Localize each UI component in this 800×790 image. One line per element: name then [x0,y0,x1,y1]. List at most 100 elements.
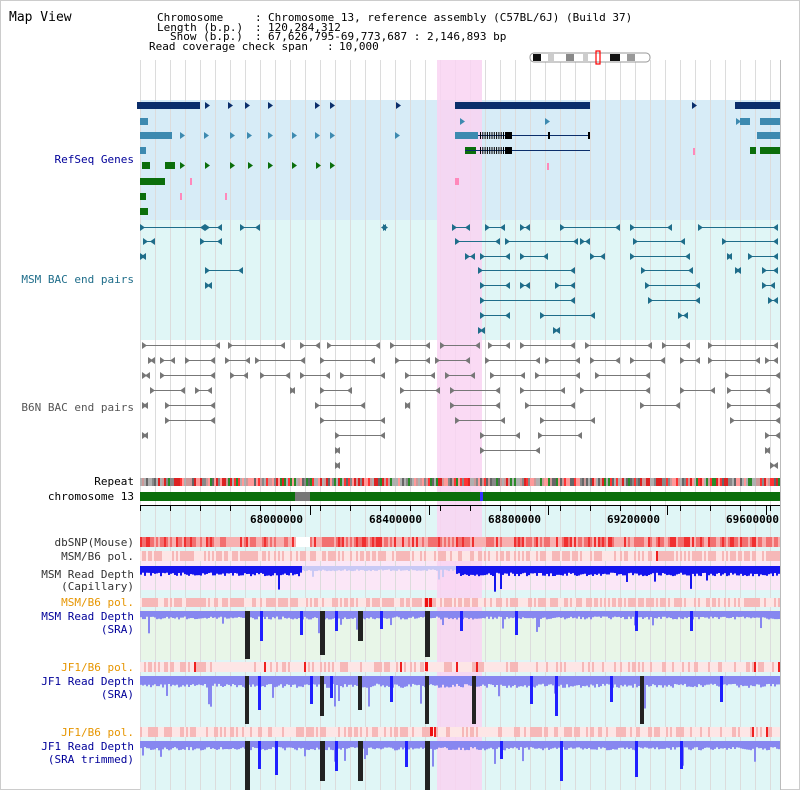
depth-bin [292,676,294,685]
polymorphism-bin [392,727,394,737]
repeat-segment [462,478,464,486]
depth-bin [300,676,302,687]
dbsnp-bin [710,537,712,547]
track-label-jf1-b6-pol-1[interactable]: JF1/B6 pol. [61,661,134,674]
polymorphism-bin [590,662,592,672]
polymorphism-bin [198,727,200,737]
polymorphism-bin [616,662,618,672]
track-label-msm-depth-sra[interactable]: MSM Read Depth [41,610,134,623]
polymorphism-bin [326,727,328,737]
track-label-repeat[interactable]: Repeat [94,475,134,488]
depth-bin [734,611,736,620]
polymorphism-bin [714,598,716,607]
repeat-segment [496,478,498,486]
depth-bin [752,566,754,577]
repeat-segment [584,478,586,486]
depth-bin [494,676,496,688]
polymorphism-bin [498,727,500,737]
depth-bin [478,676,480,687]
polymorphism-bin [554,551,556,561]
track-label-jf1-depth-trim[interactable]: JF1 Read Depth [41,740,134,753]
dbsnp-bin [404,537,406,547]
depth-bin [170,566,172,574]
polymorphism-bin [442,662,444,672]
dbsnp-bin [152,537,154,547]
ruler-tick-label: 68800000 [488,513,541,526]
polymorphism-bin [630,662,632,672]
track-label-chromosome[interactable]: chromosome 13 [47,490,134,503]
polymorphism-bin [602,598,604,607]
bac-end-marker [395,357,400,364]
repeat-segment [670,478,672,486]
track-label-msm-b6-pol-1[interactable]: MSM/B6 pol. [61,550,134,563]
polymorphism-bin [180,551,182,561]
polymorphism-bin [458,551,460,561]
repeat-segment [638,478,640,486]
polymorphism-bin [214,551,216,561]
depth-bin [172,741,174,749]
depth-bin [510,741,512,748]
bac-end-marker [525,402,530,409]
polymorphism-bin [208,551,210,561]
polymorphism-bin [624,662,626,672]
bac-end-marker [775,417,780,424]
depth-bin [212,676,214,686]
depth-bin [308,566,310,571]
repeat-segment [568,478,570,486]
track-label-dbsnp[interactable]: dbSNP(Mouse) [54,536,134,549]
depth-bin [400,676,402,688]
polymorphism-bin [218,598,220,607]
polymorphism-bin [332,551,334,561]
repeat-segment [452,478,454,486]
polymorphism-bin [224,598,226,607]
polymorphism-bin [302,727,304,737]
polymorphism-bin [166,727,168,737]
polymorphism-bin [190,727,192,737]
polymorphism-bin [224,727,226,737]
depth-bin [284,676,286,687]
repeat-segment [434,478,436,486]
repeat-segment [634,478,636,486]
repeat-segment [592,478,594,486]
polymorphism-bin [414,727,416,737]
polymorphism-bin [724,598,726,607]
depth-bin [272,741,274,748]
depth-bin [724,611,726,617]
depth-bin [436,611,438,617]
bac-end-marker [570,267,575,274]
polymorphism-bin [566,598,568,607]
repeat-segment [172,478,174,486]
polymorphism-bin [708,727,710,737]
gene-arrow [248,162,253,169]
polymorphism-bin [262,727,264,737]
gene-arrow [268,132,273,139]
track-label-jf1-b6-pol-2[interactable]: JF1/B6 pol. [61,726,134,739]
polymorphism-bin [450,727,452,737]
track-label-msm-depth-cap[interactable]: MSM Read Depth [41,568,134,581]
track-label-msm-b6-pol-2[interactable]: MSM/B6 pol. [61,596,134,609]
polymorphism-bin [720,727,722,737]
chromosome-value: Chromosome 13, reference assembly (C57BL… [268,11,633,24]
dbsnp-bin [424,537,426,547]
polymorphism-bin [346,598,348,607]
polymorphism-bin [274,727,276,737]
polymorphism-bin [452,598,454,607]
depth-bin [680,676,682,685]
depth-bin [478,611,480,619]
depth-bin [510,566,512,573]
depth-bin [706,566,708,581]
track-label-jf1-depth-sra[interactable]: JF1 Read Depth [41,675,134,688]
track-label-b6n-bac[interactable]: B6N BAC end pairs [21,401,134,414]
polymorphism-bin [296,727,298,737]
dbsnp-bin [534,537,536,547]
polymorphism-bin [394,598,396,607]
dbsnp-bin [684,537,686,547]
polymorphism-bin [312,598,314,607]
track-label-msm-bac[interactable]: MSM BAC end pairs [21,273,134,286]
polymorphism-bin [150,551,152,561]
track-label-refseq[interactable]: RefSeq Genes [54,153,134,166]
depth-bin [372,741,374,749]
depth-bin [160,741,162,757]
polymorphism-bin [456,662,458,672]
